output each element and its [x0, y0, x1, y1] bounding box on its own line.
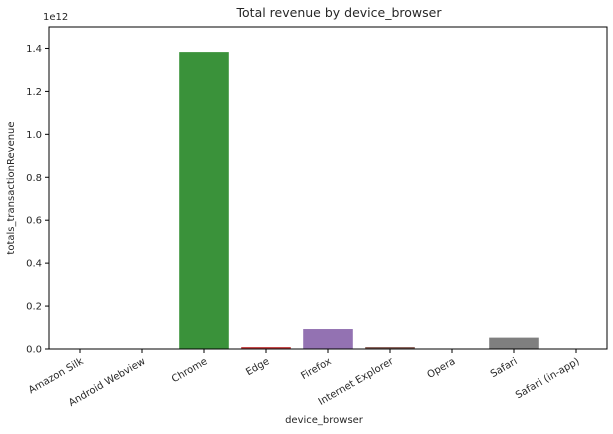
x-tick-label: Opera	[425, 356, 457, 381]
y-axis-scale-label: 1e12	[43, 12, 68, 23]
y-axis-ticks: 0.0 0.2 0.4 0.6 0.8 1.0 1.2 1.4	[26, 44, 49, 356]
x-tick-label: Edge	[244, 356, 271, 378]
bar	[303, 329, 353, 349]
y-tick-label: 0.4	[26, 259, 42, 270]
y-tick-label: 0.8	[26, 173, 42, 184]
x-tick-label: Firefox	[299, 356, 333, 382]
y-tick-label: 0.2	[26, 302, 42, 313]
y-tick-label: 0.6	[26, 216, 42, 227]
x-tick-label: Chrome	[170, 356, 209, 385]
bar	[489, 338, 539, 349]
y-tick-label: 1.2	[26, 87, 42, 98]
y-tick-label: 1.4	[26, 44, 42, 55]
y-tick-label: 0.0	[26, 345, 42, 356]
bar-series	[179, 52, 539, 349]
x-tick-label: Safari (in-app)	[514, 356, 582, 401]
plot-frame	[49, 27, 607, 349]
x-tick-label: Safari	[489, 356, 520, 380]
y-tick-label: 1.0	[26, 130, 42, 141]
x-axis-label: device_browser	[285, 415, 364, 426]
chart-title: Total revenue by device_browser	[236, 5, 443, 20]
bar	[179, 52, 229, 349]
x-tick-label: Amazon Silk	[27, 356, 86, 396]
y-axis-label: totals_transactionRevenue	[6, 121, 17, 254]
